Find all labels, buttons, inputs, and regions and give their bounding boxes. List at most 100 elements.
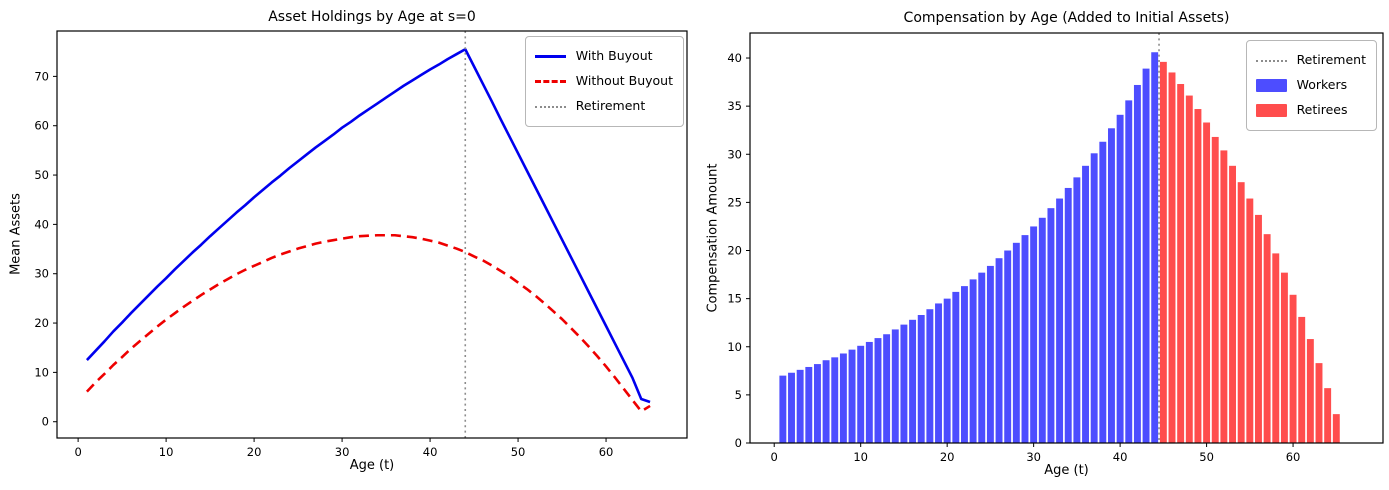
bar [796, 369, 804, 443]
bar [1038, 217, 1046, 443]
bar [909, 319, 917, 443]
bar [952, 291, 960, 443]
bar [891, 329, 899, 443]
workers-bars [779, 52, 1159, 444]
bar [857, 345, 865, 443]
x-tick-label: 60 [1286, 450, 1301, 464]
bar [1108, 128, 1115, 444]
bar [1315, 363, 1323, 443]
bar [917, 314, 925, 443]
retirees-bars [1159, 61, 1340, 444]
bar [1211, 136, 1219, 443]
bar [1306, 339, 1314, 443]
retirees-color-patch [1255, 104, 1287, 117]
y-tick-label: 0 [735, 436, 742, 450]
without-buyout-line [85, 233, 651, 413]
compensation-plot: 0 10 20 30 40 50 60 0 5 10 15 20 25 30 35 40 [727, 32, 1384, 464]
legend-item-retirement: Retirement [534, 94, 673, 119]
x-tick-label: 10 [853, 450, 868, 464]
bar [900, 324, 908, 443]
y-tick-label: 20 [34, 316, 49, 330]
y-tick-label: 40 [727, 51, 742, 65]
bar [1133, 84, 1141, 443]
bar [995, 258, 1003, 443]
y-tick-label: 5 [735, 388, 742, 402]
bar [831, 357, 839, 443]
asset-holdings-title: Asset Holdings by Age at s=0 [268, 9, 476, 25]
x-tick-label: 30 [1026, 450, 1041, 464]
bar [969, 279, 977, 443]
y-tick-label: 10 [34, 365, 49, 379]
bar [1012, 242, 1020, 443]
bar [1272, 253, 1280, 443]
legend-label: With Buyout [575, 48, 653, 64]
y-tick-label: 20 [727, 244, 742, 258]
asset-holdings-plot: 0 10 20 30 40 50 60 0 10 20 30 40 50 60 70 [34, 30, 688, 459]
bar [1021, 235, 1029, 443]
y-tick-label: 30 [34, 267, 49, 281]
bar [1237, 182, 1245, 443]
bar [1280, 272, 1288, 443]
axis-ticks: 0 10 20 30 40 50 60 0 5 10 15 20 25 30 35 40 [727, 51, 1300, 464]
compensation-ylabel: Compensation Amount [705, 163, 721, 313]
bar [813, 364, 821, 443]
y-tick-label: 35 [727, 99, 742, 113]
x-tick-label: 20 [247, 445, 262, 459]
legend-item-with-buyout: With Buyout [534, 44, 673, 69]
retirement-line-sample [534, 105, 566, 108]
bar [961, 286, 968, 443]
bar [926, 309, 934, 443]
x-tick-label: 40 [423, 445, 438, 459]
x-tick-label: 0 [771, 450, 778, 464]
bar [1004, 250, 1012, 443]
bar [1168, 72, 1176, 444]
bar [1332, 414, 1340, 443]
legend-label: Retirement [1296, 52, 1366, 68]
legend-label: Retirees [1296, 102, 1348, 118]
bar [1255, 214, 1262, 443]
with-buyout-line [85, 47, 651, 404]
axis-ticks: 0 10 20 30 40 50 60 0 10 20 30 40 50 60 70 [34, 69, 613, 459]
bar [1142, 68, 1150, 444]
bar [1090, 153, 1098, 443]
bar [1220, 150, 1228, 443]
y-tick-label: 70 [34, 69, 49, 83]
x-tick-label: 30 [335, 445, 350, 459]
bar [839, 353, 847, 443]
bar [978, 272, 986, 443]
bar [1056, 198, 1064, 443]
without-buyout-line-sample [534, 80, 566, 83]
bar [779, 375, 787, 443]
compensation-legend: Retirement Workers Retirees [1245, 40, 1377, 131]
y-tick-label: 0 [42, 415, 49, 429]
bar [1185, 95, 1193, 443]
bar [788, 372, 795, 443]
y-tick-label: 60 [34, 119, 49, 133]
compensation-title: Compensation by Age (Added to Initial As… [903, 10, 1230, 26]
bar [1203, 122, 1211, 443]
x-tick-label: 10 [159, 445, 174, 459]
bar [1082, 165, 1089, 443]
bar [1159, 61, 1167, 444]
bar [1289, 294, 1297, 443]
bar [1047, 208, 1055, 443]
bar [1246, 198, 1254, 443]
bar [805, 366, 813, 443]
y-tick-label: 15 [727, 292, 742, 306]
asset-holdings-chart: 0 10 20 30 40 50 60 0 10 20 30 40 50 60 70 Asset Holdi… [9, 9, 688, 473]
bar [1099, 141, 1107, 444]
bar [1194, 109, 1202, 443]
bar [1298, 316, 1306, 443]
y-tick-label: 50 [34, 168, 49, 182]
legend-item-retirees: Retirees [1255, 98, 1366, 123]
x-tick-label: 60 [599, 445, 614, 459]
asset-holdings-xlabel: Age (t) [349, 458, 395, 473]
bar [1073, 177, 1081, 443]
x-tick-label: 0 [74, 445, 81, 459]
bar [1324, 388, 1332, 443]
bar [1116, 114, 1124, 444]
axes-spines [56, 30, 688, 439]
y-tick-label: 25 [727, 195, 742, 209]
legend-item-without-buyout: Without Buyout [534, 69, 673, 94]
legend-label: Without Buyout [575, 73, 673, 89]
